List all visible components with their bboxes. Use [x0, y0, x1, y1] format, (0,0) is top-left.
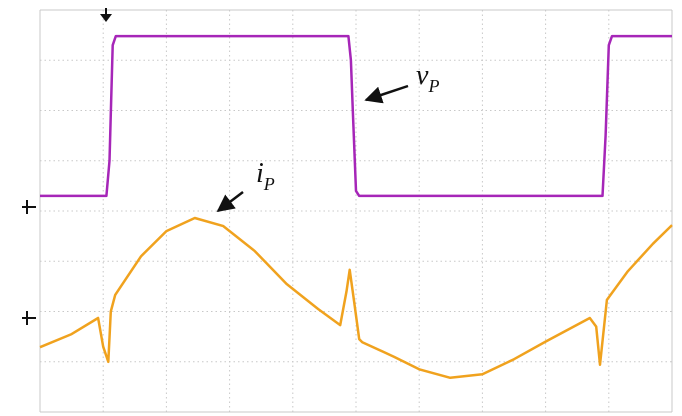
annotation-text: v: [416, 60, 429, 91]
annotation-arrow: [216, 191, 244, 213]
annotation-subscript: P: [263, 174, 275, 194]
plot: [39, 34, 673, 380]
trigger-marker: [100, 8, 112, 22]
annotation-arrow: [364, 84, 409, 104]
annotation-subscript: P: [427, 76, 439, 96]
grid: [39, 9, 673, 413]
annotation-text: i: [256, 158, 264, 189]
annotation: iP: [256, 158, 275, 194]
trace: [39, 216, 673, 380]
trace: [40, 34, 672, 198]
ground-marker: [22, 200, 36, 325]
annotation: vP: [416, 60, 439, 96]
